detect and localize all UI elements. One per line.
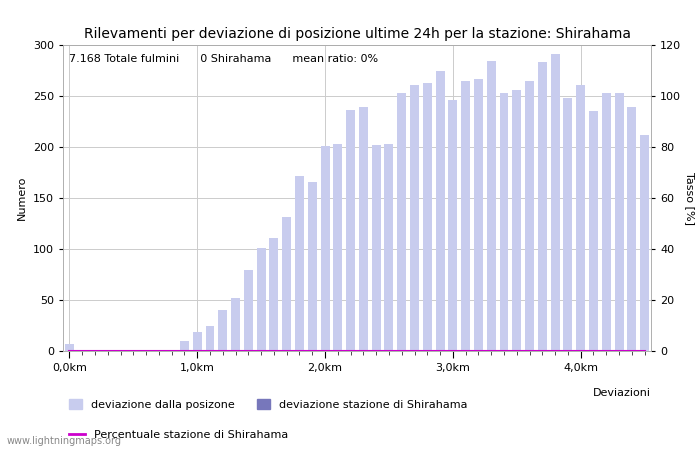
- Bar: [449, 100, 457, 351]
- Bar: [333, 144, 342, 351]
- Bar: [167, 350, 176, 351]
- Bar: [372, 145, 381, 351]
- Bar: [423, 83, 432, 351]
- Bar: [398, 93, 406, 351]
- Bar: [525, 81, 534, 351]
- Bar: [435, 71, 444, 351]
- Bar: [321, 146, 330, 351]
- Bar: [155, 350, 163, 351]
- Bar: [180, 341, 189, 351]
- Bar: [410, 85, 419, 351]
- Text: www.lightningmaps.org: www.lightningmaps.org: [7, 436, 122, 446]
- Bar: [615, 93, 624, 351]
- Text: 7.168 Totale fulmini      0 Shirahama      mean ratio: 0%: 7.168 Totale fulmini 0 Shirahama mean ra…: [69, 54, 378, 64]
- Bar: [486, 61, 496, 351]
- Bar: [589, 111, 598, 351]
- Bar: [359, 107, 368, 351]
- Bar: [78, 350, 87, 351]
- Title: Rilevamenti per deviazione di posizione ultime 24h per la stazione: Shirahama: Rilevamenti per deviazione di posizione …: [83, 27, 631, 41]
- Bar: [193, 332, 202, 351]
- Bar: [564, 98, 573, 351]
- Bar: [206, 325, 214, 351]
- Bar: [538, 63, 547, 351]
- Bar: [129, 350, 138, 351]
- Bar: [384, 144, 393, 351]
- Bar: [218, 310, 228, 351]
- Bar: [474, 79, 483, 351]
- Bar: [90, 350, 99, 351]
- Bar: [627, 107, 636, 351]
- Bar: [576, 85, 585, 351]
- Y-axis label: Numero: Numero: [18, 176, 27, 220]
- Bar: [257, 248, 265, 351]
- Bar: [640, 135, 649, 351]
- Bar: [308, 182, 316, 351]
- Y-axis label: Tasso [%]: Tasso [%]: [685, 171, 695, 225]
- Text: Deviazioni: Deviazioni: [593, 388, 651, 398]
- Bar: [65, 344, 74, 351]
- Legend: Percentuale stazione di Shirahama: Percentuale stazione di Shirahama: [69, 430, 288, 441]
- Bar: [500, 93, 508, 351]
- Bar: [512, 90, 522, 351]
- Bar: [104, 350, 112, 351]
- Bar: [244, 270, 253, 351]
- Bar: [231, 298, 240, 351]
- Bar: [141, 350, 150, 351]
- Bar: [295, 176, 304, 351]
- Bar: [461, 81, 470, 351]
- Bar: [551, 54, 559, 351]
- Bar: [602, 93, 610, 351]
- Bar: [270, 238, 279, 351]
- Bar: [116, 350, 125, 351]
- Bar: [282, 217, 291, 351]
- Bar: [346, 110, 355, 351]
